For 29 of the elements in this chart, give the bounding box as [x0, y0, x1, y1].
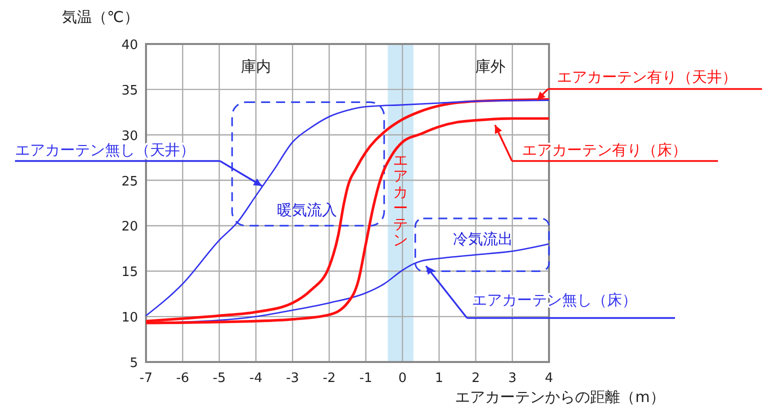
y-tick-label: 15 [121, 265, 138, 280]
y-tick-label: 10 [121, 310, 138, 326]
annotation: 庫外 [475, 57, 506, 76]
y-tick-label: 40 [121, 38, 138, 53]
x-tick-label: 3 [508, 371, 517, 386]
legend-label: エアカーテン有り（床） [522, 141, 687, 159]
x-tick-label: -2 [322, 371, 336, 386]
x-tick-label: -5 [212, 371, 226, 386]
x-tick-label: -7 [140, 371, 152, 386]
annotation: 冷気流出 [453, 230, 514, 248]
x-tick-label: 2 [472, 371, 480, 386]
series-label: エアカーテン有り（天井） [557, 68, 737, 86]
x-tick-label: -3 [286, 371, 300, 386]
x-tick-label: -4 [249, 371, 262, 386]
y-tick-label: 25 [121, 174, 138, 190]
annotation: 暖気流入 [277, 200, 338, 219]
x-axis-title: エアカーテンからの距離（m） [455, 388, 665, 406]
x-tick-label: 4 [544, 371, 554, 386]
y-tick-label: 35 [121, 83, 138, 98]
y-axis-title: 気温（℃） [62, 8, 139, 26]
band-label: エアカーテン [393, 151, 408, 250]
y-tick-label: 20 [121, 220, 138, 235]
y-tick-label: 5 [130, 356, 138, 371]
x-tick-label: 1 [434, 371, 444, 386]
x-tick-label: -1 [359, 371, 372, 386]
y-tick-label: 30 [121, 128, 138, 144]
x-tick-label: 0 [398, 371, 407, 386]
x-tick-label: -6 [176, 371, 190, 386]
annotation: 庫内 [240, 57, 271, 76]
